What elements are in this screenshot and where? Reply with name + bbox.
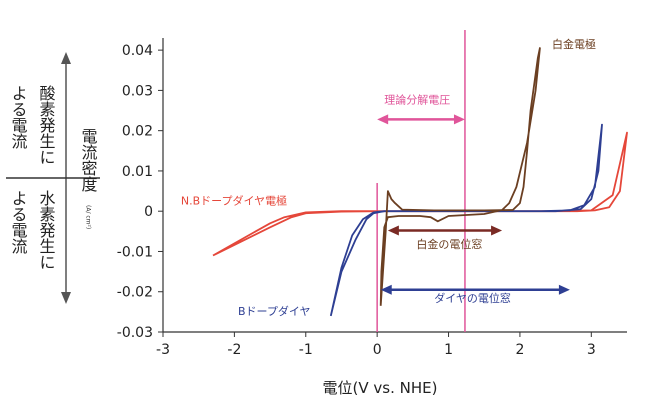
upper-side-label-2: 酸素発生に [37, 85, 56, 165]
x-tick-label: 3 [587, 342, 596, 358]
y-tick-label: -0.03 [117, 325, 153, 341]
series-line-2 [329, 123, 603, 317]
pt-window-label-label: 白金の電位窓 [416, 237, 482, 251]
diamond-window-arrow-head-right [558, 284, 570, 295]
theoretical-voltage-arrow-head-left [377, 114, 389, 125]
platinum-label: 白金電極 [552, 37, 596, 51]
x-tick-label: -2 [227, 342, 241, 358]
x-tick-label: -3 [156, 342, 170, 358]
side-arrow-down [61, 292, 71, 304]
plot-area: -3 -2 -1 0 1 2 3 -0.03 -0.02 -0.01 0 0.01 0.02 0.03 0.… [117, 30, 628, 358]
series-line-3 [379, 47, 541, 306]
side-panel: よる電流 酸素発生に よる電流 水素発生に 電流密度 (A/ cm²) [6, 52, 100, 304]
pt-window-arrow-head-right [491, 225, 503, 236]
x-axis-label: 電位(V vs. NHE) [323, 379, 438, 397]
y-tick-label: 0 [144, 204, 153, 220]
upper-side-label-1: よる電流 [9, 85, 28, 150]
y-tick-label: 0.02 [122, 124, 153, 140]
x-tick-label: 2 [515, 342, 524, 358]
y-axis-unit: (A/ cm²) [85, 205, 92, 229]
x-tick-label: 1 [444, 342, 453, 358]
y-axis-label: 電流密度 [79, 128, 98, 192]
y-tick-label: 0.01 [122, 164, 153, 180]
nb-diamond-label: N.Bドープダイヤ電極 [181, 193, 287, 207]
x-tick-label: -1 [299, 342, 313, 358]
diamond-window-label-label: ダイヤの電位窓 [434, 291, 511, 305]
theoretical-voltage-arrow-head-right [453, 114, 465, 125]
b-diamond-label: Bドープダイヤ [238, 304, 311, 318]
series-line-1 [212, 131, 628, 257]
theoretical-label-label: 理論分解電圧 [384, 92, 450, 106]
y-tick-label: 0.03 [122, 83, 153, 99]
lower-side-label-2: 水素発生に [37, 190, 56, 270]
x-tick-label: 0 [373, 342, 382, 358]
diamond-window-arrow-head-left [380, 284, 392, 295]
y-tick-label: 0.04 [122, 43, 153, 59]
lower-side-label-1: よる電流 [9, 190, 28, 255]
y-tick-label: -0.01 [117, 244, 153, 260]
side-arrow-up [61, 52, 71, 64]
y-tick-label: -0.02 [117, 285, 153, 301]
pt-window-arrow-head-left [387, 225, 399, 236]
